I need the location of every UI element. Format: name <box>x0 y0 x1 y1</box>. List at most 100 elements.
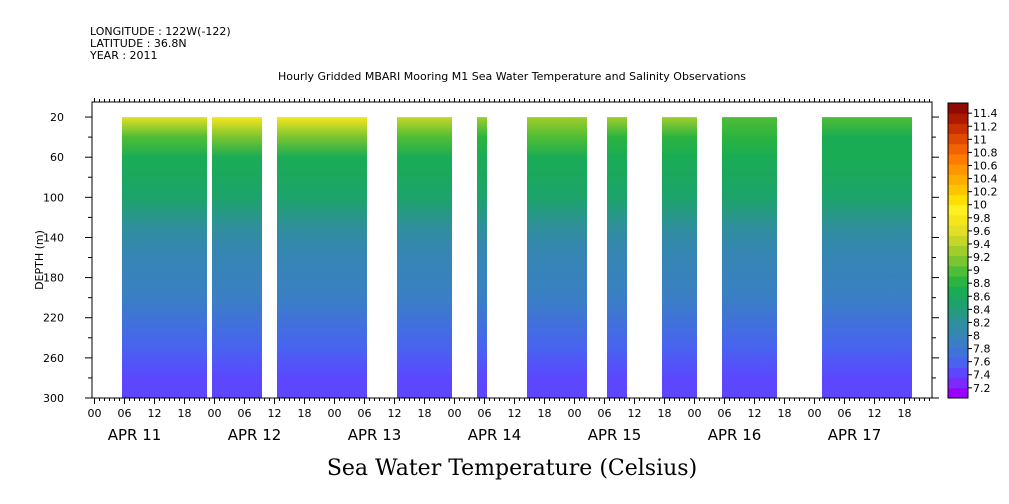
y-tick-label: 100 <box>43 191 64 204</box>
colorbar-swatch <box>948 265 968 277</box>
colorbar-swatch <box>948 296 968 307</box>
data-segment <box>722 117 777 398</box>
colorbar-swatch <box>948 326 968 338</box>
data-layer <box>122 117 912 398</box>
y-tick-label: 20 <box>50 111 64 124</box>
colorbar-swatch <box>948 275 968 287</box>
colorbar-label: 8 <box>973 330 980 343</box>
colorbar-label: 8.4 <box>973 303 991 316</box>
colorbar-label: 9.8 <box>973 212 991 225</box>
x-tick-label: 12 <box>748 407 762 420</box>
colorbar-swatch <box>948 113 968 124</box>
axes-layer: 00 06 12 18 00 06 12 18 00 06 12 18 00 06 12 18 00 06 12 18… <box>43 98 939 444</box>
x-tick-label: 06 <box>598 407 612 420</box>
day-label: APR 13 <box>348 426 402 444</box>
data-segment <box>527 117 587 398</box>
colorbar-label: 7.8 <box>973 343 991 356</box>
data-segment <box>607 117 627 398</box>
colorbar-swatch <box>948 164 968 175</box>
y-tick-label: 60 <box>50 151 64 164</box>
colorbar-label: 8.6 <box>973 290 991 303</box>
colorbar-swatch <box>948 153 968 165</box>
colorbar-swatch <box>948 245 968 257</box>
x-tick-label: 06 <box>718 407 732 420</box>
colorbar-swatch <box>948 194 968 206</box>
x-tick-label: 18 <box>298 407 312 420</box>
data-segment <box>477 117 487 398</box>
colorbar-swatch <box>948 103 968 114</box>
colorbar-label: 10.8 <box>973 146 998 159</box>
x-tick-label: 00 <box>448 407 462 420</box>
plot-title: Hourly Gridded MBARI Mooring M1 Sea Wate… <box>278 70 746 83</box>
x-tick-label: 00 <box>688 407 702 420</box>
x-tick-label: 18 <box>418 407 432 420</box>
colorbar-label: 9 <box>973 264 980 277</box>
colorbar-swatch <box>948 306 968 318</box>
data-segment <box>662 117 697 398</box>
x-tick-label: 00 <box>328 407 342 420</box>
x-tick-label: 06 <box>358 407 372 420</box>
data-segment <box>822 117 912 398</box>
y-axis-label: DEPTH (m) <box>33 230 46 290</box>
data-segment <box>397 117 452 398</box>
colorbar-swatch <box>948 214 968 226</box>
colorbar-swatch <box>948 225 968 236</box>
colorbar-label: 10.2 <box>973 186 998 199</box>
colorbar-label: 11.2 <box>973 120 998 133</box>
y-tick-label: 220 <box>43 312 64 325</box>
colorbar-label: 7.6 <box>973 356 991 369</box>
colorbar-swatch <box>948 143 968 155</box>
x-tick-label: 06 <box>238 407 252 420</box>
y-tick-label: 300 <box>43 392 64 405</box>
x-tick-label: 12 <box>148 407 162 420</box>
colorbar-label: 9.2 <box>973 251 991 264</box>
x-tick-label: 06 <box>478 407 492 420</box>
colorbar-label: 10 <box>973 199 987 212</box>
x-tick-label: 18 <box>178 407 192 420</box>
colorbar-swatch <box>948 286 968 297</box>
colorbar-label: 11 <box>973 133 987 146</box>
colorbar-swatch <box>948 235 968 246</box>
colorbar-swatch <box>948 204 968 216</box>
colorbar-swatch <box>948 387 968 399</box>
x-tick-label: 18 <box>538 407 552 420</box>
x-tick-label: 06 <box>118 407 132 420</box>
colorbar-swatch <box>948 184 968 196</box>
y-tick-label: 180 <box>43 272 64 285</box>
day-label: APR 17 <box>828 426 882 444</box>
colorbar-label: 7.4 <box>973 369 991 382</box>
longitude-label: LONGITUDE : 122W(-122) <box>90 25 231 38</box>
colorbar-label: 11.4 <box>973 107 998 120</box>
day-label: APR 16 <box>708 426 762 444</box>
colorbar-swatch <box>948 316 968 328</box>
colorbar-swatch <box>948 133 968 145</box>
day-label: APR 14 <box>468 426 522 444</box>
colorbar-swatch <box>948 123 968 134</box>
x-tick-label: 00 <box>208 407 222 420</box>
colorbar-swatch <box>948 337 968 348</box>
data-segment <box>277 117 367 398</box>
day-label: APR 11 <box>108 426 162 444</box>
x-tick-label: 00 <box>568 407 582 420</box>
y-tick-label: 260 <box>43 352 64 365</box>
data-segment <box>212 117 262 398</box>
x-tick-label: 00 <box>88 407 102 420</box>
colorbar-label: 9.4 <box>973 238 991 251</box>
colorbar-swatch <box>948 377 968 389</box>
latitude-label: LATITUDE : 36.8N <box>90 37 187 50</box>
y-tick-label: 140 <box>43 231 64 244</box>
colorbar-label: 10.6 <box>973 159 998 172</box>
x-tick-label: 12 <box>508 407 522 420</box>
x-tick-label: 00 <box>808 407 822 420</box>
colorbar-label: 9.6 <box>973 225 991 238</box>
variable-title: Sea Water Temperature (Celsius) <box>327 456 697 481</box>
colorbar-swatch <box>948 367 968 379</box>
x-tick-label: 18 <box>778 407 792 420</box>
colorbar-label: 8.2 <box>973 316 991 329</box>
day-label: APR 12 <box>228 426 282 444</box>
colorbar-swatch <box>948 357 968 368</box>
x-tick-label: 12 <box>268 407 282 420</box>
x-tick-label: 12 <box>868 407 882 420</box>
data-segment <box>122 117 207 398</box>
x-tick-label: 18 <box>658 407 672 420</box>
